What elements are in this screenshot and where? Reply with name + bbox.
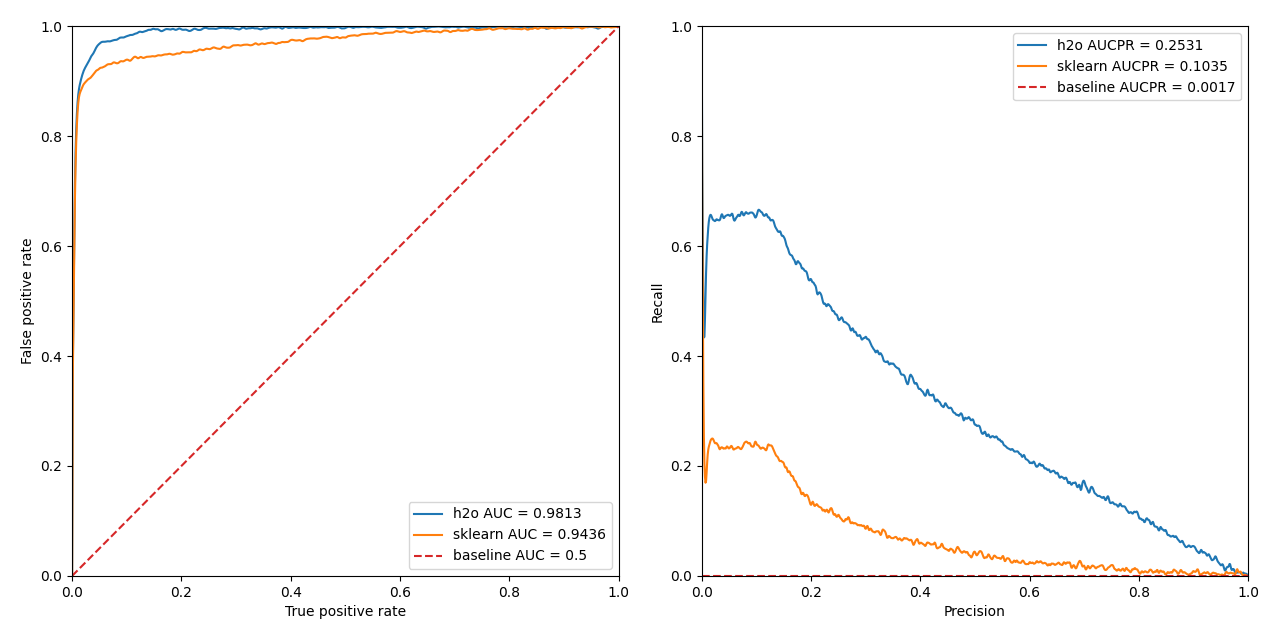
Line: sklearn AUCPR = 0.1035: sklearn AUCPR = 0.1035: [701, 26, 1248, 576]
sklearn AUCPR = 0.1035: [934, 541, 950, 548]
sklearn AUCPR = 0.1035: [1069, 563, 1084, 570]
sklearn AUCPR = 0.1035: [1130, 566, 1146, 574]
sklearn AUC = 0.9436: [535, 24, 550, 31]
Line: h2o AUCPR = 0.2531: h2o AUCPR = 0.2531: [701, 26, 1248, 576]
sklearn AUC = 0.9436: [64, 572, 79, 580]
h2o AUC = 0.9813: [99, 38, 114, 45]
h2o AUC = 0.9813: [64, 572, 79, 580]
sklearn AUC = 0.9436: [381, 29, 397, 36]
sklearn AUCPR = 0.1035: [750, 442, 765, 449]
h2o AUCPR = 0.2531: [750, 209, 765, 216]
sklearn AUCPR = 0.1035: [694, 22, 709, 30]
X-axis label: True positive rate: True positive rate: [284, 605, 406, 619]
Y-axis label: Recall: Recall: [650, 280, 664, 322]
sklearn AUC = 0.9436: [412, 28, 428, 35]
Legend: h2o AUCPR = 0.2531, sklearn AUCPR = 0.1035, baseline AUCPR = 0.0017: h2o AUCPR = 0.2531, sklearn AUCPR = 0.10…: [1012, 33, 1242, 100]
Y-axis label: False positive rate: False positive rate: [20, 238, 35, 364]
Line: h2o AUC = 0.9813: h2o AUC = 0.9813: [72, 26, 618, 576]
h2o AUCPR = 0.2531: [1240, 572, 1256, 580]
h2o AUCPR = 0.2531: [694, 22, 709, 30]
h2o AUC = 0.9813: [396, 24, 411, 31]
sklearn AUC = 0.9436: [99, 62, 114, 70]
Legend: h2o AUC = 0.9813, sklearn AUC = 0.9436, baseline AUC = 0.5: h2o AUC = 0.9813, sklearn AUC = 0.9436, …: [408, 502, 612, 569]
h2o AUCPR = 0.2531: [1120, 508, 1135, 515]
h2o AUC = 0.9813: [412, 23, 428, 31]
X-axis label: Precision: Precision: [943, 605, 1006, 619]
Line: sklearn AUC = 0.9436: sklearn AUC = 0.9436: [72, 26, 618, 576]
sklearn AUCPR = 0.1035: [1240, 572, 1256, 580]
h2o AUC = 0.9813: [479, 24, 494, 31]
h2o AUCPR = 0.2531: [915, 388, 931, 396]
h2o AUC = 0.9813: [611, 22, 626, 30]
h2o AUC = 0.9813: [381, 23, 397, 31]
sklearn AUC = 0.9436: [396, 28, 411, 35]
h2o AUC = 0.9813: [535, 23, 550, 31]
sklearn AUC = 0.9436: [611, 22, 626, 30]
sklearn AUC = 0.9436: [479, 26, 494, 33]
sklearn AUCPR = 0.1035: [1120, 566, 1135, 573]
h2o AUCPR = 0.2531: [934, 403, 950, 410]
h2o AUCPR = 0.2531: [1069, 483, 1084, 490]
h2o AUCPR = 0.2531: [1130, 509, 1146, 517]
sklearn AUCPR = 0.1035: [915, 540, 931, 548]
